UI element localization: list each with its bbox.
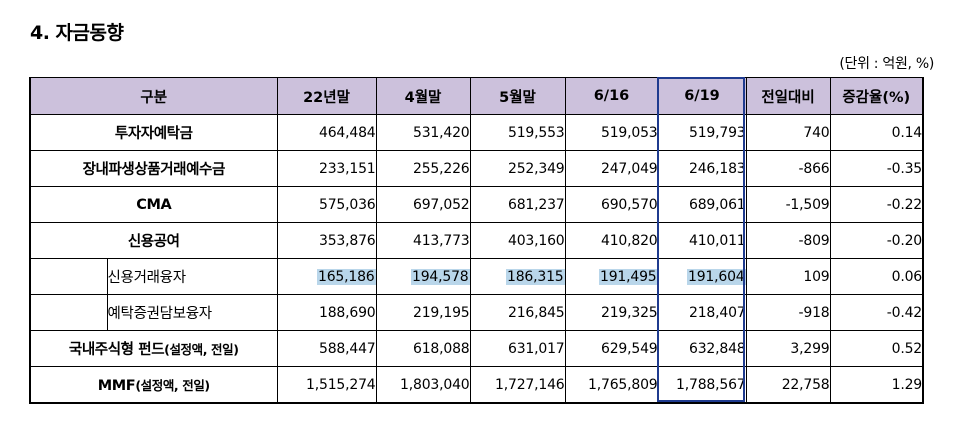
table-cell: 464,484 <box>276 114 377 151</box>
table-cell: 216,845 <box>469 294 566 331</box>
row-label-main: 국내주식형 펀드 <box>68 342 165 358</box>
table-cell: 1,727,146 <box>469 366 566 404</box>
indent-cell <box>29 258 108 295</box>
table-cell: 588,447 <box>276 330 377 367</box>
row-label-note: (설정액, 전일) <box>164 342 239 357</box>
row-label-main: MMF <box>97 378 136 394</box>
table-row: 투자자예탁금 464,484 531,420 519,553 519,053 5… <box>29 114 924 151</box>
table-cell: 353,876 <box>276 222 377 259</box>
column-header-end-22: 22년말 <box>276 77 377 115</box>
highlighted-value: 186,315 <box>506 268 565 285</box>
table-row: MMF(설정액, 전일) 1,515,274 1,803,040 1,727,1… <box>29 366 924 404</box>
column-header-change-rate: 증감율(%) <box>829 77 924 115</box>
table-cell: -0.35 <box>829 150 924 187</box>
table-cell: 681,237 <box>469 186 566 223</box>
row-label: 신용거래융자 <box>106 258 278 295</box>
table-row: 장내파생상품거래예수금 233,151 255,226 252,349 247,… <box>29 150 924 187</box>
table-cell: -918 <box>745 294 831 331</box>
table-cell: 697,052 <box>375 186 471 223</box>
table-cell: 219,195 <box>375 294 471 331</box>
row-label: MMF(설정액, 전일) <box>29 366 278 404</box>
table-cell: 519,053 <box>564 114 659 151</box>
table-row: 국내주식형 펀드(설정액, 전일) 588,447 618,088 631,01… <box>29 330 924 367</box>
column-header-jun16: 6/16 <box>564 77 659 115</box>
table-cell: 0.14 <box>829 114 924 151</box>
table-cell: 519,793 <box>657 114 747 151</box>
section-title: 4. 자금동향 <box>30 22 124 44</box>
table-cell: 194,578 <box>375 258 471 295</box>
table-cell: 1,803,040 <box>375 366 471 404</box>
table-cell: 632,848 <box>657 330 747 367</box>
table-cell: 519,553 <box>469 114 566 151</box>
row-label-note: (설정액, 전일) <box>135 378 210 393</box>
table-cell: -866 <box>745 150 831 187</box>
table-cell: -0.20 <box>829 222 924 259</box>
column-header-jun19: 6/19 <box>657 77 747 115</box>
column-header-category: 구분 <box>29 77 278 115</box>
table-cell: 631,017 <box>469 330 566 367</box>
row-label: 투자자예탁금 <box>29 114 278 151</box>
table-cell: 233,151 <box>276 150 377 187</box>
table-cell: 1.29 <box>829 366 924 404</box>
table-cell: 191,495 <box>564 258 659 295</box>
row-label: 장내파생상품거래예수금 <box>29 150 278 187</box>
table-cell: 247,049 <box>564 150 659 187</box>
table-cell: 252,349 <box>469 150 566 187</box>
table-cell: 413,773 <box>375 222 471 259</box>
row-label: 국내주식형 펀드(설정액, 전일) <box>29 330 278 367</box>
highlighted-value: 165,186 <box>317 268 376 285</box>
table-cell: 3,299 <box>745 330 831 367</box>
table-cell: 410,820 <box>564 222 659 259</box>
table-cell: 531,420 <box>375 114 471 151</box>
indent-cell <box>29 294 108 331</box>
table-cell: 618,088 <box>375 330 471 367</box>
table-cell: 109 <box>745 258 831 295</box>
table-cell: 575,036 <box>276 186 377 223</box>
table-cell: 689,061 <box>657 186 747 223</box>
table-cell: -809 <box>745 222 831 259</box>
row-label: 신용공여 <box>29 222 278 259</box>
table-cell: 0.52 <box>829 330 924 367</box>
table-cell: -1,509 <box>745 186 831 223</box>
table-cell: 165,186 <box>276 258 377 295</box>
table-cell: 219,325 <box>564 294 659 331</box>
table-cell: 255,226 <box>375 150 471 187</box>
table-row: 신용거래융자 165,186 194,578 186,315 191,495 1… <box>29 258 924 295</box>
highlighted-value: 194,578 <box>411 268 470 285</box>
table-cell: 191,604 <box>657 258 747 295</box>
table-cell: -0.42 <box>829 294 924 331</box>
table-cell: 403,160 <box>469 222 566 259</box>
table-cell: 629,549 <box>564 330 659 367</box>
table-cell: 22,758 <box>745 366 831 404</box>
column-header-end-may: 5월말 <box>469 77 566 115</box>
table-row: CMA 575,036 697,052 681,237 690,570 689,… <box>29 186 924 223</box>
fund-trends-table: 구분 22년말 4월말 5월말 6/16 6/19 전일대비 증감율(%) 투자… <box>29 77 924 404</box>
highlighted-value: 191,495 <box>599 268 658 285</box>
table-cell: 186,315 <box>469 258 566 295</box>
table-cell: -0.22 <box>829 186 924 223</box>
table-cell: 1,788,567 <box>657 366 747 404</box>
unit-note: (단위 : 억원, %) <box>839 56 934 72</box>
row-label: CMA <box>29 186 278 223</box>
table-row: 신용공여 353,876 413,773 403,160 410,820 410… <box>29 222 924 259</box>
table-cell: 218,407 <box>657 294 747 331</box>
table-cell: 410,011 <box>657 222 747 259</box>
table-cell: 0.06 <box>829 258 924 295</box>
row-label: 예탁증권담보융자 <box>106 294 278 331</box>
table-cell: 246,183 <box>657 150 747 187</box>
table-cell: 690,570 <box>564 186 659 223</box>
column-header-end-apr: 4월말 <box>375 77 471 115</box>
table-cell: 1,765,809 <box>564 366 659 404</box>
table-cell: 740 <box>745 114 831 151</box>
table-row: 예탁증권담보융자 188,690 219,195 216,845 219,325… <box>29 294 924 331</box>
highlighted-value: 191,604 <box>687 268 746 285</box>
header-row: 구분 22년말 4월말 5월말 6/16 6/19 전일대비 증감율(%) <box>29 77 924 115</box>
column-header-daily-change: 전일대비 <box>745 77 831 115</box>
table-cell: 188,690 <box>276 294 377 331</box>
table-cell: 1,515,274 <box>276 366 377 404</box>
